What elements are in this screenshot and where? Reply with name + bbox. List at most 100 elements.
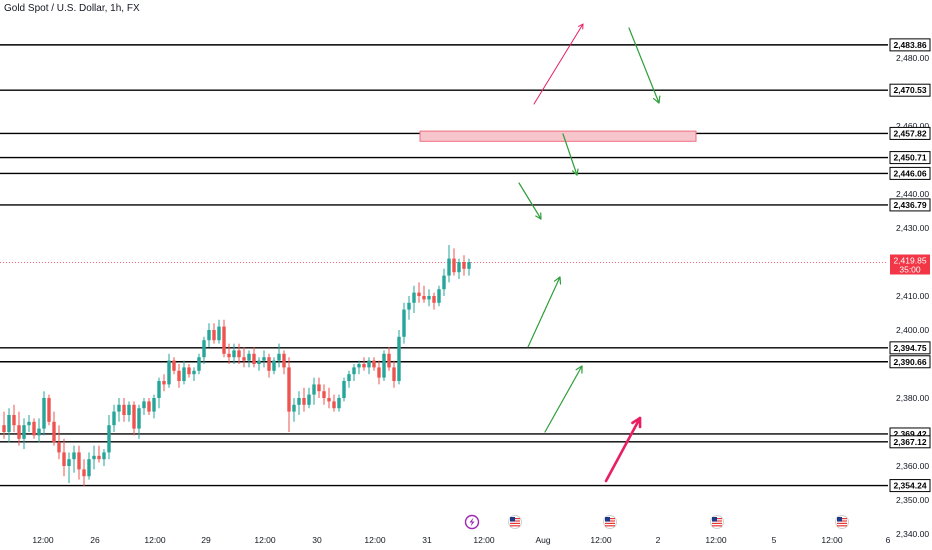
candle-13 [67,452,71,483]
candle-22 [112,404,116,432]
candle-31 [157,377,161,409]
svg-text:2,436.79: 2,436.79 [893,200,926,210]
candle-61 [307,387,311,409]
resistance-zone [419,130,697,142]
time-tick-10: 12:00 [590,535,612,545]
candle-72 [362,357,366,371]
chart-title: Gold Spot / U.S. Dollar, 1h, FX [4,3,140,14]
candle-34 [172,357,176,375]
candle-75 [377,360,381,385]
time-tick-8: 12:00 [473,535,495,545]
candle-6 [32,418,36,439]
svg-text:2,390.66: 2,390.66 [893,357,926,367]
candle-2 [12,404,16,432]
us-flag-icon[interactable] [835,515,849,529]
candle-11 [57,425,61,460]
candle-8 [42,391,46,436]
time-tick-12: 12:00 [705,535,727,545]
svg-text:35:00: 35:00 [899,265,921,275]
candle-32 [162,374,166,392]
time-tick-11: 2 [656,535,661,545]
candle-81 [407,296,411,320]
time-tick-15: 6 [886,535,891,545]
us-flag-icon[interactable] [710,515,724,529]
svg-text:2,367.12: 2,367.12 [893,437,926,447]
price-tick-8: 2,360.00 [896,461,929,471]
svg-text:2,457.82: 2,457.82 [893,128,926,138]
candle-1 [7,408,11,443]
candle-57 [287,357,291,432]
candle-3 [17,411,21,446]
candle-5 [27,415,31,432]
time-tick-9: Aug [535,535,550,545]
candles [2,245,471,487]
arrow-6 [604,416,642,483]
candle-0 [2,411,6,439]
candle-30 [152,394,156,419]
level-label-0: 2,483.86 [889,38,931,52]
lightning-icon[interactable] [464,514,480,530]
candle-36 [182,360,186,385]
candle-40 [202,336,206,364]
level-label-5: 2,436.79 [889,198,931,212]
price-tick-2: 2,460.00 [896,121,929,131]
candle-71 [357,360,361,375]
us-flag-icon[interactable] [603,515,617,529]
level-label-1: 2,470.53 [889,83,931,97]
candle-21 [107,415,111,460]
candle-42 [212,323,216,344]
projection-arrows [518,23,661,483]
candle-90 [452,248,456,276]
candle-52 [262,350,266,368]
candle-77 [387,347,391,371]
arrow-5 [544,365,583,433]
price-tick-10: 2,340.00 [896,529,929,539]
time-tick-14: 12:00 [821,535,843,545]
candle-7 [37,418,41,443]
candle-44 [222,319,226,358]
svg-text:2,446.06: 2,446.06 [893,168,926,178]
candle-39 [197,353,201,375]
candle-20 [102,449,106,466]
candle-73 [367,357,371,375]
svg-text:2,369.42: 2,369.42 [893,429,926,439]
candle-33 [167,353,171,388]
price-tick-6: 2,400.00 [896,325,929,335]
time-tick-3: 29 [201,535,211,545]
svg-text:2,394.75: 2,394.75 [893,343,926,353]
candle-55 [277,343,281,368]
level-labels: 2,483.86 2,470.53 2,457.82 2,450.71 2,446.06… [889,38,931,493]
candle-53 [267,353,271,378]
svg-text:2,354.24: 2,354.24 [893,481,926,491]
candle-59 [297,391,301,415]
candle-43 [217,319,221,344]
candle-45 [227,343,231,364]
candle-67 [337,394,341,412]
us-flag-icon[interactable] [508,515,522,529]
level-label-4: 2,446.06 [889,166,931,180]
candle-27 [137,404,141,439]
arrow-0 [533,23,584,105]
time-tick-2: 12:00 [144,535,166,545]
price-tick-0: 2,480.00 [896,53,929,63]
candle-49 [247,350,251,368]
candle-83 [417,282,421,303]
time-axis: 12:00 26 12:00 29 12:00 30 12:00 31 12:00 Aug 12:0… [32,535,890,545]
candle-9 [47,394,51,426]
time-tick-5: 30 [312,535,322,545]
event-icons [464,514,849,530]
level-label-7: 2,390.66 [889,355,931,369]
candle-74 [372,357,376,371]
level-label-6: 2,394.75 [889,341,931,355]
svg-text:2,419.85: 2,419.85 [893,256,926,266]
level-label-3: 2,450.71 [889,151,931,165]
level-label-2: 2,457.82 [889,126,931,140]
candle-92 [462,255,466,276]
svg-text:2,483.86: 2,483.86 [893,40,926,50]
candle-47 [237,343,241,364]
candle-26 [132,401,136,436]
candle-88 [442,268,446,296]
candle-29 [147,398,151,415]
